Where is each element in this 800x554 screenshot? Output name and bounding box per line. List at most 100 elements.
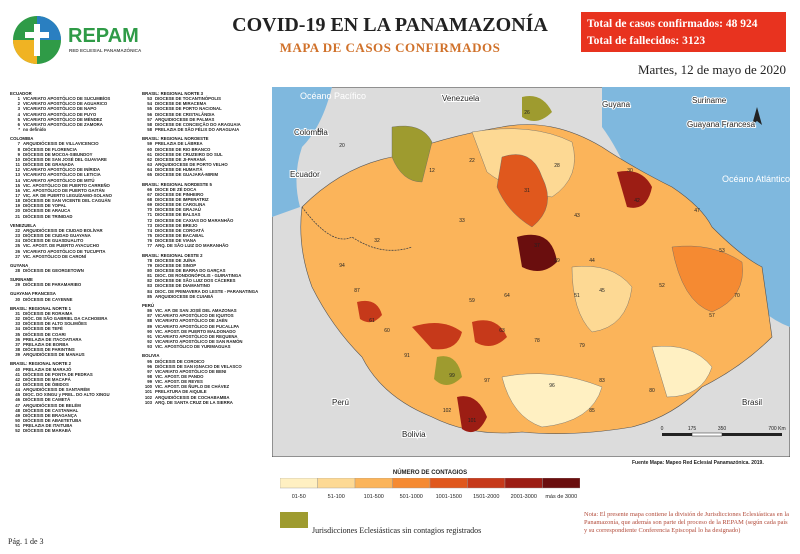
list-item: 73 DIOCESE DE BREJO	[142, 223, 272, 228]
item-name: VICARIATO APOSTÓLICO DE PUCALLPA	[155, 323, 240, 329]
subtitle: MAPA DE CASOS CONFIRMADOS	[279, 40, 501, 55]
list-item: 1 VICARIATO APOSTÓLICO DE SUCUMBÍOS	[10, 96, 140, 101]
item-number: 33	[15, 321, 20, 327]
item-number: 6	[17, 121, 20, 127]
item-number: 78	[147, 257, 152, 263]
list-group: GUAYANA FRANCESA 30 DIÓCESIS DE CAYENNE	[10, 291, 140, 301]
item-number: 9	[17, 151, 20, 157]
list-item: 4 VICARIATO APOSTÓLICO DE PUYO	[10, 112, 140, 117]
list-group: SURINAME 29 DIÓCESIS DE PARAMARIBO	[10, 277, 140, 287]
item-number: 84	[147, 288, 152, 294]
list-item: 58 PRELAZIA DE SÃO FÉLIX DO ARAGUAIA	[142, 127, 272, 132]
region	[412, 323, 462, 350]
item-number: 103	[144, 399, 152, 405]
region-number: 94	[339, 263, 345, 269]
item-name: DIOCE DE ZÉ DOCA	[155, 186, 197, 192]
item-name: ARQUIDIÓCESIS DE BELÉM	[23, 402, 81, 408]
region-number: 79	[579, 343, 585, 349]
list-item: 59 PRELAZIA DE LÁBREA	[142, 141, 272, 146]
item-number: 29	[15, 282, 20, 288]
item-name: DIOCESE DE CONCEIÇÃO DO ARAGUAIA	[155, 121, 241, 127]
item-name: DIÓCESIS DE YOPAL	[23, 203, 67, 209]
region-number: 32	[374, 238, 380, 244]
group-title: VENEZUELA	[10, 222, 37, 228]
list-item: 15 VIC. APOSTÓLICO DE PUERTO CARREÑO	[10, 183, 140, 188]
list-item: 63 ARQUIDIOCESE DE PORTO VELHO	[142, 162, 272, 167]
list-group: BOLIVIA 95 DIÓCESIS DE COROICO 96 DIÓCESIS D…	[142, 353, 272, 405]
group-title: BRASIL: REGIONAL NOROESTE	[142, 136, 209, 142]
list-item: 78 DIOCESE DE JUÍNA	[142, 258, 272, 263]
total: Total de casos confirmados: 48 924	[587, 18, 758, 30]
item-name: DIÓCESIS DE GUASDUALITO	[23, 238, 84, 244]
item-number: 92	[147, 339, 152, 345]
item-number: 96	[147, 363, 152, 369]
legend-label: 501-1000	[400, 494, 423, 500]
list-column: BRASIL: REGIONAL NORTE 3 53 DIOCESE DE TOC…	[142, 87, 272, 405]
region-number: 57	[709, 313, 715, 319]
item-name: DIOCESE DE IMPERATRIZ	[155, 196, 209, 202]
region	[357, 300, 382, 323]
list-group: VENEZUELA 22 ARQUIDIÓCESIS DE CIUDAD BOLÍV…	[10, 223, 140, 259]
list-item: 93 VIC. APOSTÓLICO DE YURIMAGUAS	[142, 344, 272, 349]
place-label: Brasil	[742, 398, 762, 407]
item-name: DIÓCESIS DE SAN IGNACIO DE VELASCO	[155, 363, 242, 369]
item-number: 42	[15, 376, 20, 382]
item-number: 25	[15, 243, 20, 249]
list-item: 47 ARQUIDIÓCESIS DE BELÉM	[10, 403, 140, 408]
item-name: DIÓCESIS DE COROICO	[155, 358, 205, 364]
item-number: 5	[17, 116, 20, 122]
item-number: 55	[147, 106, 152, 112]
item-number: 16	[15, 187, 20, 193]
list-item: 8 DIÓCESIS DE FLORENCIA	[10, 147, 140, 152]
place-label: Guyana	[602, 100, 631, 109]
list-item: 32 DIÓC. DE SÃO GABRIEL DA CACHOEIRA	[10, 316, 140, 321]
item-name: VIC. APOST. DE REYES	[155, 379, 203, 385]
item-number: 1	[17, 96, 20, 102]
ocean	[272, 87, 332, 217]
region-number: 61	[369, 318, 375, 324]
item-number: 74	[147, 227, 152, 233]
list-item: 68 DIOCESE DE IMPERATRIZ	[142, 197, 272, 202]
list-item: 12 VICARIATO APOSTÓLICO DE INÍRIDA	[10, 167, 140, 172]
list-item: * no definido	[10, 127, 140, 132]
item-name: VIC. APOST. DE PANDO	[155, 373, 204, 379]
note: Nota: El presente mapa contiene la divis…	[584, 511, 789, 535]
list-item: 26 VICARIATO APOSTÓLICO DE TUCUPITA	[10, 249, 140, 254]
item-name: DIÓCESIS DE SAN JOSÉ DEL GUAVIARE	[23, 156, 107, 162]
region-number: 26	[524, 110, 530, 116]
place-label: Venezuela	[442, 94, 480, 103]
item-number: 31	[15, 310, 20, 316]
item-name: ARQUIDIÓCESIS DE CIUDAD BOLÍVAR	[23, 227, 103, 233]
item-name: ARQ. DE SANTA CRUZ DE LA SIERRA	[155, 399, 233, 405]
list-item: 34 DIÓCESIS DE TEFÉ	[10, 326, 140, 331]
item-number: 4	[17, 111, 20, 117]
region-number: 47	[694, 208, 700, 214]
region	[671, 245, 743, 313]
item-name: ARQUIDIOCESE DE PORTO VELHO	[155, 162, 228, 168]
item-number: 65	[147, 172, 152, 178]
list-item: 89 VICARIATO APOSTÓLICO DE PUCALLPA	[142, 324, 272, 329]
item-number: 70	[147, 207, 152, 213]
logo-subtitle: RED ECLESIAL PANAMAZÓNICA	[69, 46, 142, 53]
item-number: 58	[147, 121, 152, 127]
item-name: ARQUIDIÓCESIS DE SANTARÉM	[23, 387, 90, 393]
region-number: 63	[499, 328, 505, 334]
list-item: 103 ARQ. DE SANTA CRUZ DE LA SIERRA	[142, 400, 272, 405]
item-number: 30	[15, 296, 20, 302]
region-number: 87	[354, 288, 360, 294]
list-item: 67 DIOCESE DE PINHEIRO	[142, 192, 272, 197]
item-name: VICARIATO APOSTÓLICO DE MÉNDEZ	[23, 116, 103, 122]
item-number: 88	[147, 318, 152, 324]
item-number: 27	[15, 253, 20, 259]
item-name: DIOCESE DE BARRA DO GARÇAS	[155, 268, 226, 273]
list-item: 3 VICARIATO APOSTÓLICO DE NAPO	[10, 106, 140, 111]
item-number: 69	[147, 202, 152, 208]
region-number: 60	[384, 328, 390, 334]
item-number: 101	[144, 389, 152, 395]
list-item: 14 VICARIATO APOSTÓLICO DE MITÚ	[10, 178, 140, 183]
item-number: 102	[144, 394, 152, 400]
region-number: 44	[589, 258, 595, 264]
item-name: PRELAZIA DE ITACOATIARA	[23, 336, 82, 342]
item-number: 87	[147, 313, 152, 319]
item-name: DIOCESE DE BALSAS	[155, 212, 201, 218]
